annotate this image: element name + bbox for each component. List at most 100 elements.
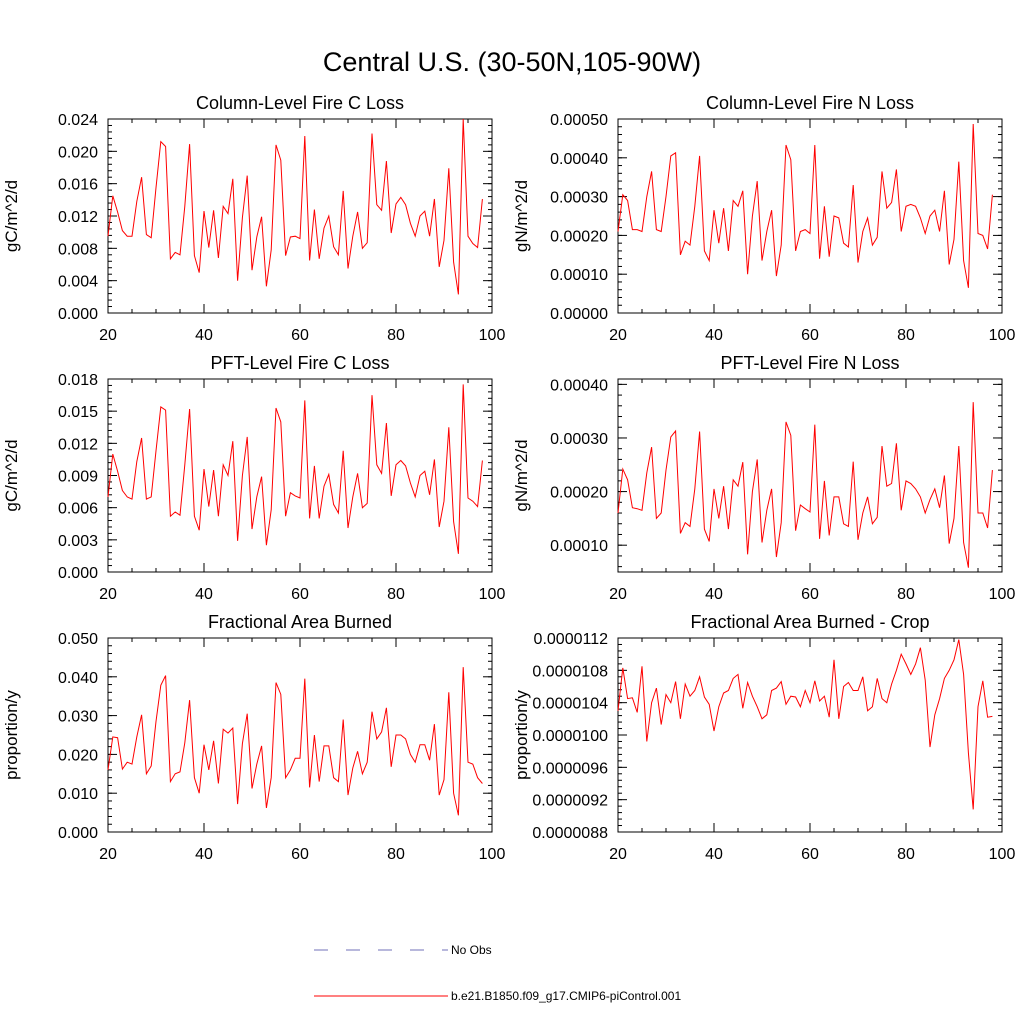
x-tick-label: 80 — [897, 586, 915, 603]
y-tick-label: 0.000 — [58, 306, 98, 323]
x-tick-label: 100 — [989, 327, 1016, 344]
y-tick-label: 0.0000108 — [532, 663, 608, 680]
y-tick-label: 0.00040 — [550, 377, 608, 394]
x-tick-label: 80 — [897, 846, 915, 863]
panel-5: Fractional Area Burned proportion/y 20 40 60… — [2, 612, 505, 863]
y-tick-label: 0.016 — [58, 177, 98, 194]
plot-frame — [617, 637, 1003, 833]
y-tick-label: 0.00030 — [550, 431, 608, 448]
panel-3: PFT-Level Fire C Loss gC/m^2/d 20 40 60 80 100… — [2, 353, 505, 603]
x-tick-label: 100 — [989, 846, 1016, 863]
series-line — [617, 402, 993, 568]
y-tick-label: 0.0000088 — [532, 825, 608, 842]
y-tick-label: 0.024 — [58, 112, 98, 129]
x-tick-label: 20 — [99, 846, 117, 863]
y-axis-label: gN/m^2/d — [512, 439, 531, 511]
y-axis-label: gC/m^2/d — [2, 180, 21, 252]
plot-frame — [107, 378, 493, 573]
series-line — [617, 123, 993, 288]
x-tick-label: 60 — [291, 327, 309, 344]
panel-title: PFT-Level Fire N Loss — [720, 353, 899, 373]
y-tick-label: 0.010 — [58, 786, 98, 803]
y-tick-label: 0.009 — [58, 469, 98, 486]
x-tick-label: 100 — [479, 586, 506, 603]
x-tick-label: 20 — [609, 327, 627, 344]
x-tick-label: 60 — [801, 327, 819, 344]
y-tick-label: 0.0000100 — [532, 728, 608, 745]
y-tick-label: 0.0000096 — [532, 760, 608, 777]
x-tick-label: 20 — [99, 327, 117, 344]
x-tick-label: 60 — [801, 846, 819, 863]
legend: No Obs b.e21.B1850.f09_g17.CMIP6-piContr… — [314, 943, 681, 1003]
series-line — [107, 118, 483, 295]
y-tick-label: 0.003 — [58, 533, 98, 550]
y-axis-label: gN/m^2/d — [512, 180, 531, 252]
legend-label-no-obs: No Obs — [451, 943, 492, 957]
x-tick-label: 40 — [195, 586, 213, 603]
x-tick-label: 20 — [609, 586, 627, 603]
x-tick-label: 80 — [387, 846, 405, 863]
y-tick-label: 0.0000112 — [534, 631, 609, 648]
x-tick-label: 40 — [195, 327, 213, 344]
panel-title: Fractional Area Burned — [208, 612, 392, 632]
series-line — [107, 384, 483, 554]
y-tick-label: 0.0000092 — [532, 793, 608, 810]
x-tick-label: 80 — [387, 586, 405, 603]
y-tick-label: 0.0000104 — [532, 696, 608, 713]
x-tick-label: 20 — [609, 846, 627, 863]
y-tick-label: 0.015 — [58, 404, 98, 421]
x-tick-label: 100 — [479, 327, 506, 344]
x-tick-label: 80 — [897, 327, 915, 344]
panel-4: PFT-Level Fire N Loss gN/m^2/d 20 40 60 80 100… — [512, 353, 1015, 603]
series-line — [617, 639, 993, 810]
y-tick-label: 0.00010 — [550, 538, 608, 555]
y-tick-label: 0.00040 — [550, 151, 608, 168]
y-tick-label: 0.008 — [58, 241, 98, 258]
x-tick-label: 40 — [705, 586, 723, 603]
y-tick-label: 0.000 — [58, 565, 98, 582]
y-tick-label: 0.00030 — [550, 190, 608, 207]
y-axis-label: gC/m^2/d — [2, 439, 21, 511]
y-tick-label: 0.006 — [58, 501, 98, 518]
y-axis-label: proportion/y — [512, 690, 531, 780]
y-tick-label: 0.000 — [58, 825, 98, 842]
y-tick-label: 0.004 — [58, 274, 98, 291]
plot-frame — [617, 118, 1003, 314]
y-tick-label: 0.00010 — [550, 267, 608, 284]
series-line — [107, 667, 483, 816]
y-axis-label: proportion/y — [2, 690, 21, 780]
figure-title: Central U.S. (30-50N,105-90W) — [323, 47, 701, 77]
panel-title: PFT-Level Fire C Loss — [210, 353, 389, 373]
x-tick-label: 100 — [479, 846, 506, 863]
panels: Column-Level Fire C Loss gC/m^2/d 20 40 60 80… — [2, 93, 1015, 863]
y-tick-label: 0.012 — [58, 209, 98, 226]
y-tick-label: 0.00020 — [550, 228, 608, 245]
x-tick-label: 60 — [291, 586, 309, 603]
panel-title: Column-Level Fire C Loss — [196, 93, 404, 113]
panel-title: Fractional Area Burned - Crop — [690, 612, 929, 632]
y-tick-label: 0.00020 — [550, 485, 608, 502]
panel-1: Column-Level Fire C Loss gC/m^2/d 20 40 60 80… — [2, 93, 505, 344]
x-tick-label: 80 — [387, 327, 405, 344]
y-tick-label: 0.00000 — [550, 306, 608, 323]
panel-title: Column-Level Fire N Loss — [706, 93, 914, 113]
y-tick-label: 0.00050 — [550, 112, 608, 129]
plot-frame — [107, 637, 493, 833]
panel-6: Fractional Area Burned - Crop proportion/… — [512, 612, 1015, 863]
x-tick-label: 60 — [801, 586, 819, 603]
y-tick-label: 0.012 — [58, 436, 98, 453]
x-tick-label: 40 — [705, 327, 723, 344]
y-tick-label: 0.050 — [58, 631, 98, 648]
y-tick-label: 0.018 — [58, 372, 98, 389]
y-tick-label: 0.030 — [58, 709, 98, 726]
x-tick-label: 60 — [291, 846, 309, 863]
x-tick-label: 40 — [705, 846, 723, 863]
x-tick-label: 40 — [195, 846, 213, 863]
y-tick-label: 0.020 — [58, 144, 98, 161]
panel-2: Column-Level Fire N Loss gN/m^2/d 20 40 60 80… — [512, 93, 1015, 344]
x-tick-label: 100 — [989, 586, 1016, 603]
y-tick-label: 0.020 — [58, 747, 98, 764]
x-tick-label: 20 — [99, 586, 117, 603]
y-tick-label: 0.040 — [58, 670, 98, 687]
